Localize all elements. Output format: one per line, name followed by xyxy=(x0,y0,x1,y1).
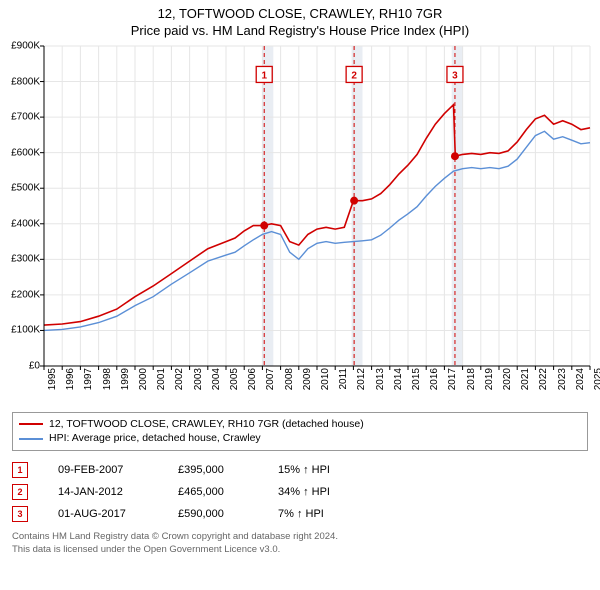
x-tick-label: 2003 xyxy=(193,368,204,390)
title-block: 12, TOFTWOOD CLOSE, CRAWLEY, RH10 7GR Pr… xyxy=(0,0,600,40)
x-tick-label: 2009 xyxy=(302,368,313,390)
x-tick-label: 2016 xyxy=(429,368,440,390)
x-tick-label: 2021 xyxy=(520,368,531,390)
sale-price: £395,000 xyxy=(178,464,248,476)
x-tick-label: 2000 xyxy=(138,368,149,390)
x-tick-label: 2010 xyxy=(320,368,331,390)
title-line-2: Price paid vs. HM Land Registry's House … xyxy=(0,23,600,40)
y-tick-label: £700K xyxy=(11,112,40,123)
x-tick-label: 2007 xyxy=(265,368,276,390)
y-tick-label: £500K xyxy=(11,183,40,194)
x-tick-label: 2011 xyxy=(338,368,349,390)
legend-swatch-property xyxy=(19,423,43,425)
x-tick-label: 2015 xyxy=(411,368,422,390)
x-tick-label: 2008 xyxy=(284,368,295,390)
x-tick-label: 2018 xyxy=(466,368,477,390)
legend-item-property: 12, TOFTWOOD CLOSE, CRAWLEY, RH10 7GR (d… xyxy=(19,417,581,432)
x-tick-label: 2022 xyxy=(538,368,549,390)
x-tick-label: 1996 xyxy=(65,368,76,390)
sale-badge: 3 xyxy=(12,506,28,522)
sale-diff: 7% ↑ HPI xyxy=(278,508,378,520)
legend-item-hpi: HPI: Average price, detached house, Craw… xyxy=(19,431,581,446)
sale-date: 14-JAN-2012 xyxy=(58,486,148,498)
x-tick-label: 2019 xyxy=(484,368,495,390)
sale-row: 1 09-FEB-2007 £395,000 15% ↑ HPI xyxy=(12,459,588,481)
y-tick-label: £0 xyxy=(29,361,40,372)
y-tick-label: £200K xyxy=(11,289,40,300)
chart-area: 1 2 3 xyxy=(44,46,590,366)
x-axis-labels: 1995 1996 1997 1998 1999 2000 2001 2002 2003 2004… xyxy=(44,366,590,406)
x-tick-label: 2013 xyxy=(375,368,386,390)
footer-line-2: This data is licensed under the Open Gov… xyxy=(12,544,588,556)
svg-text:2: 2 xyxy=(351,70,357,81)
y-tick-label: £600K xyxy=(11,147,40,158)
y-tick-label: £100K xyxy=(11,325,40,336)
x-tick-label: 2005 xyxy=(229,368,240,390)
sale-price: £465,000 xyxy=(178,486,248,498)
y-tick-label: £800K xyxy=(11,76,40,87)
sale-diff: 15% ↑ HPI xyxy=(278,464,378,476)
x-tick-label: 1997 xyxy=(83,368,94,390)
x-tick-label: 2024 xyxy=(575,368,586,390)
x-tick-label: 2002 xyxy=(174,368,185,390)
footer-note: Contains HM Land Registry data © Crown c… xyxy=(12,531,588,556)
x-tick-label: 1998 xyxy=(102,368,113,390)
legend-label-property: 12, TOFTWOOD CLOSE, CRAWLEY, RH10 7GR (d… xyxy=(49,417,364,432)
sale-row: 3 01-AUG-2017 £590,000 7% ↑ HPI xyxy=(12,503,588,525)
x-tick-label: 2006 xyxy=(247,368,258,390)
x-tick-label: 1995 xyxy=(47,368,58,390)
x-tick-label: 2025 xyxy=(593,368,600,390)
title-line-1: 12, TOFTWOOD CLOSE, CRAWLEY, RH10 7GR xyxy=(0,6,600,23)
x-tick-label: 1999 xyxy=(120,368,131,390)
y-tick-label: £900K xyxy=(11,41,40,52)
legend: 12, TOFTWOOD CLOSE, CRAWLEY, RH10 7GR (d… xyxy=(12,412,588,451)
sale-badge: 2 xyxy=(12,484,28,500)
x-tick-label: 2004 xyxy=(211,368,222,390)
x-tick-label: 2001 xyxy=(156,368,167,390)
line-chart-svg: 1 2 3 xyxy=(44,46,590,366)
legend-swatch-hpi xyxy=(19,438,43,440)
x-tick-label: 2020 xyxy=(502,368,513,390)
y-tick-label: £300K xyxy=(11,254,40,265)
sale-diff: 34% ↑ HPI xyxy=(278,486,378,498)
sale-price: £590,000 xyxy=(178,508,248,520)
x-tick-label: 2012 xyxy=(356,368,367,390)
sale-date: 01-AUG-2017 xyxy=(58,508,148,520)
x-tick-label: 2023 xyxy=(557,368,568,390)
sale-row: 2 14-JAN-2012 £465,000 34% ↑ HPI xyxy=(12,481,588,503)
sales-table: 1 09-FEB-2007 £395,000 15% ↑ HPI 2 14-JAN-201… xyxy=(12,459,588,525)
sale-date: 09-FEB-2007 xyxy=(58,464,148,476)
legend-label-hpi: HPI: Average price, detached house, Craw… xyxy=(49,431,261,446)
x-tick-label: 2017 xyxy=(447,368,458,390)
y-tick-label: £400K xyxy=(11,218,40,229)
footer-line-1: Contains HM Land Registry data © Crown c… xyxy=(12,531,588,543)
svg-text:1: 1 xyxy=(261,70,267,81)
sale-badge: 1 xyxy=(12,462,28,478)
x-tick-label: 2014 xyxy=(393,368,404,390)
y-axis-labels: £0£100K£200K£300K£400K£500K£600K£700K£80… xyxy=(0,46,44,366)
svg-text:3: 3 xyxy=(452,70,458,81)
chart-container: 12, TOFTWOOD CLOSE, CRAWLEY, RH10 7GR Pr… xyxy=(0,0,600,590)
